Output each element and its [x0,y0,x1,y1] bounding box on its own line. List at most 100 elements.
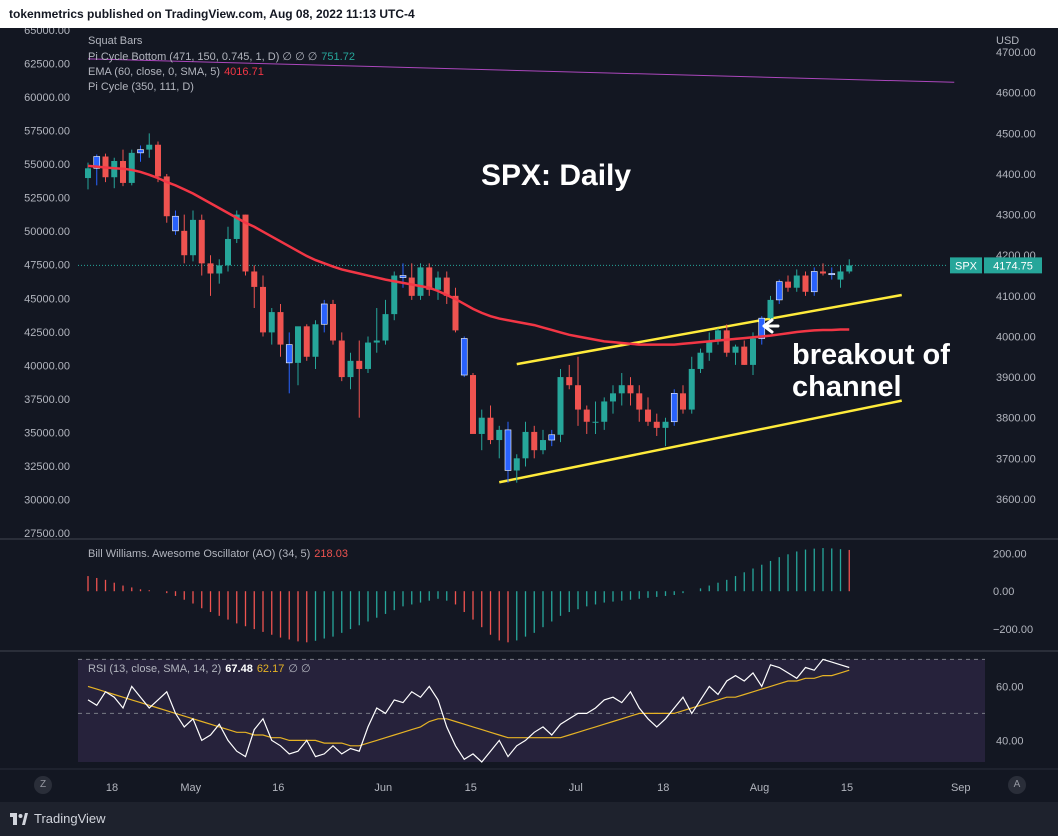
candle [216,265,223,274]
ao-axis-tick: 0.00 [993,586,1014,598]
right-axis-tick: 3900.00 [996,372,1036,384]
candle [496,429,503,441]
left-axis-tick: 27500.00 [24,528,70,540]
candle [417,267,424,296]
candle [391,275,398,315]
right-axis-tick: 4000.00 [996,331,1036,343]
rsi-axis-tick: 60.00 [996,681,1024,693]
candle [295,326,301,363]
tradingview-logo[interactable]: TradingView [10,802,106,836]
candle [365,342,371,369]
x-axis-tick: Sep [951,782,971,794]
candle [452,295,459,331]
candle [190,219,196,256]
rsi-band-background [78,659,985,762]
candle [478,417,485,434]
candle [303,326,310,357]
right-axis-tick: 3600.00 [996,494,1036,506]
left-axis-tick: 32500.00 [24,461,70,473]
x-axis-tick: 18 [657,782,669,794]
ao-axis-tick: 200.00 [993,548,1027,560]
candle [715,330,721,341]
candle [312,324,319,357]
candle [723,330,730,353]
candle [137,149,144,154]
ao-axis-tick: −200.00 [993,624,1033,636]
left-axis-tick: 55000.00 [24,159,70,171]
candle [785,281,791,288]
candle [706,340,713,353]
candle [443,277,450,296]
candle [460,338,468,376]
candle [670,393,678,423]
candle [225,238,231,266]
x-axis-tick: 18 [106,782,118,794]
candle [583,409,590,422]
left-axis-tick: 47500.00 [24,260,70,272]
auto-scale-button[interactable]: A [1008,776,1026,794]
symbol-badge-text: SPX [955,260,978,272]
symbol-badge [950,257,982,274]
candle [347,360,354,378]
candle [697,352,704,369]
candle [426,267,433,290]
candle [155,144,161,177]
left-axis-tick: 62500.00 [24,59,70,71]
tradingview-brand: TradingView [34,811,106,826]
candle [820,271,826,274]
ema-line [87,164,850,346]
candle [618,385,625,394]
price-badge [984,257,1042,274]
candle [522,431,529,459]
candle [828,273,836,276]
candle [181,230,188,256]
candle [513,458,520,471]
candle [233,214,240,239]
rsi-ma-line [87,669,850,747]
candle [802,275,809,292]
arrow-icon [762,318,780,334]
x-axis-tick: 16 [272,782,284,794]
candle [810,271,818,293]
candle [767,299,774,319]
legend-ema: EMA (60, close, 0, SMA, 5) 4016.71 [88,66,264,78]
x-axis-tick: Jun [374,782,392,794]
candle [277,312,284,345]
right-axis-tick: 3800.00 [996,413,1036,425]
candle [93,156,101,169]
tradingview-icon [10,813,28,825]
chart-frame[interactable]: 65000.00 62500.00 60000.00 57500.00 55000.00… [0,28,1058,802]
candle [242,214,249,272]
candle [251,271,258,287]
candle [636,393,643,410]
x-axis-tick: Jul [569,782,583,794]
candle [653,421,660,428]
legend-squat-bars: Squat Bars [88,35,143,47]
legend-pi-cycle: Pi Cycle (350, 111, D) [88,81,194,93]
candle [837,271,844,280]
candle [85,168,91,179]
candle [338,340,345,378]
legend-rsi: RSI (13, close, SMA, 14, 2) 67.48 62.17 ∅ ∅ [88,663,311,675]
candle [846,265,853,272]
x-axis-tick: Aug [750,782,770,794]
left-axis-tick: 40000.00 [24,360,70,372]
left-axis-tick: 30000.00 [24,494,70,506]
candle [207,263,214,274]
left-axis-tick: 35000.00 [24,427,70,439]
candle [688,368,695,410]
candle [793,275,800,288]
x-axis-tick: 15 [841,782,853,794]
candle [408,277,415,296]
timezone-button[interactable]: Z [34,776,52,794]
candle [128,152,135,183]
legend-ao: Bill Williams. Awesome Oscillator (AO) (… [88,548,348,560]
left-axis-tick: 52500.00 [24,193,70,205]
right-axis-tick: 4700.00 [996,47,1036,59]
price-badge-text: 4174.75 [993,260,1033,272]
footer-bar: TradingView [0,802,1058,836]
candle [557,377,564,435]
candle [750,338,756,365]
chart-canvas[interactable]: 65000.00 62500.00 60000.00 57500.00 55000.00… [0,28,1058,802]
rsi-line [87,658,850,763]
